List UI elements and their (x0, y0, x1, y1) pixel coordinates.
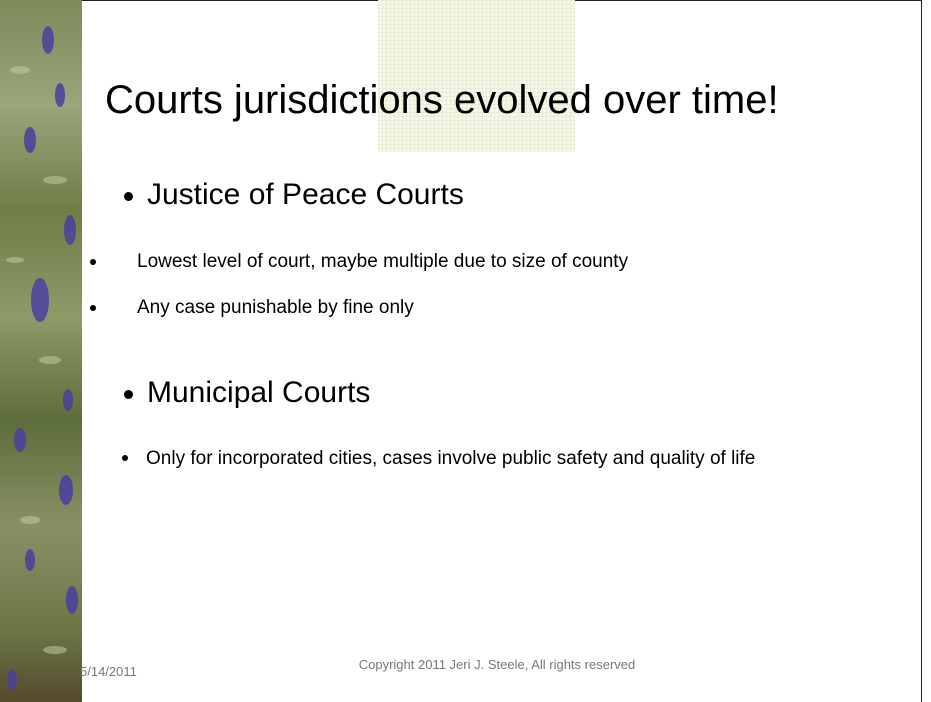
flower-art (0, 0, 82, 702)
slide-title: Courts jurisdictions evolved over time! (105, 78, 779, 123)
bullet (90, 305, 96, 311)
slide-page: Courts jurisdictions evolved over time! … (0, 0, 931, 702)
background-pattern (378, 0, 575, 152)
bullet-text: Only for incorporated cities, cases invo… (146, 442, 806, 475)
footer-date: 5/14/2011 (80, 664, 137, 679)
bullet (122, 455, 128, 461)
bullet-text: Justice of Peace Courts (147, 178, 464, 212)
bullet-text: Any case punishable by fine only (137, 297, 414, 319)
frame-line (921, 0, 922, 702)
footer-copyright: Copyright 2011 Jeri J. Steele, All right… (357, 655, 637, 675)
flower-strip (0, 0, 82, 702)
bullet (90, 259, 96, 265)
bullet-text: Municipal Courts (147, 376, 370, 410)
bullet-text: Lowest level of court, maybe multiple du… (137, 251, 628, 273)
bullet (124, 192, 133, 201)
bullet (124, 390, 133, 399)
